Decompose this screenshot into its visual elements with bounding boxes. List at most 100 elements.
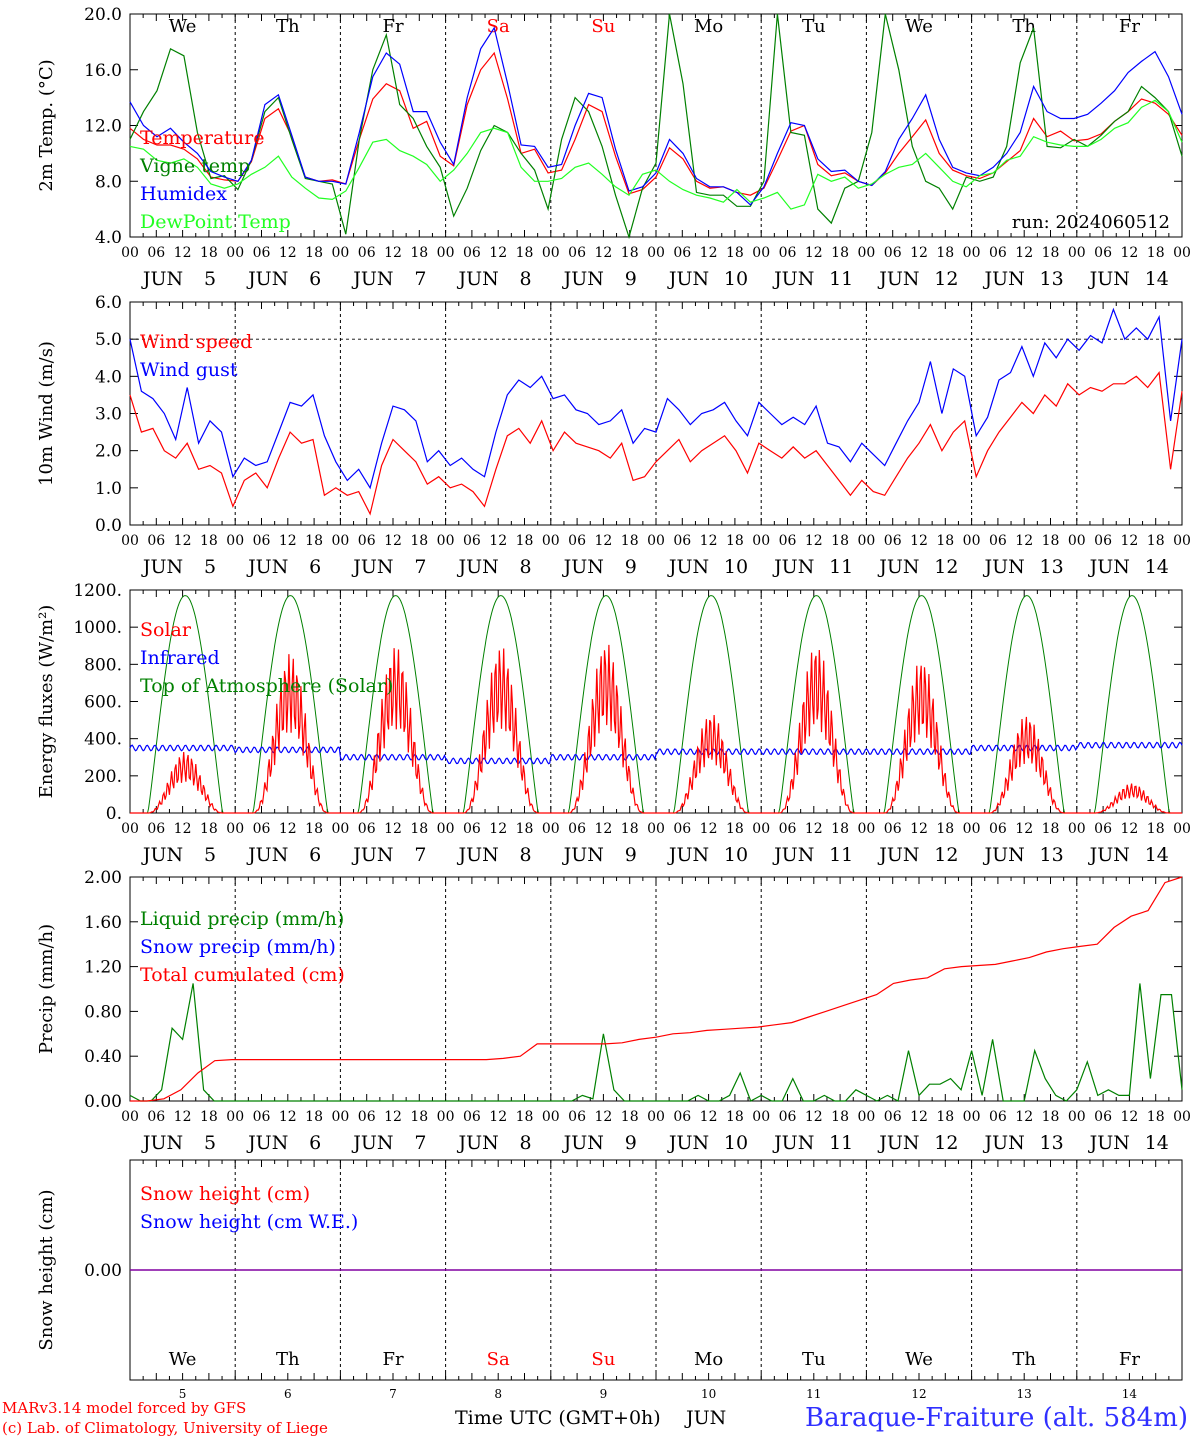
date-month-label: JUN: [667, 1132, 709, 1154]
hour-tick-label: 12: [489, 1109, 507, 1125]
hour-tick-label: 06: [147, 533, 165, 549]
legend-entry: Snow height (cm): [140, 1183, 310, 1205]
hour-tick-label: 12: [1120, 1109, 1138, 1125]
hour-tick-label: 06: [673, 1109, 691, 1125]
y-tick-label: 0.00: [84, 1261, 122, 1281]
hour-tick-label: 18: [410, 245, 428, 261]
weekday-label: We: [905, 1349, 933, 1370]
weekday-label: Th: [276, 1349, 300, 1370]
hour-tick-label: 18: [936, 1109, 954, 1125]
date-day-label: 10: [724, 556, 748, 578]
hour-tick-label: 06: [989, 821, 1007, 837]
date-month-label: JUN: [351, 556, 393, 578]
weekday-label: Th: [1012, 1349, 1036, 1370]
weekday-label: Tu: [802, 1349, 826, 1370]
hour-tick-label: 06: [989, 533, 1007, 549]
hour-tick-label: 00: [857, 1109, 875, 1125]
date-month-label: JUN: [246, 1132, 288, 1154]
day-number-label: 6: [284, 1387, 292, 1401]
hour-tick-label: 06: [884, 1109, 902, 1125]
hour-tick-label: 00: [647, 821, 665, 837]
weekday-label: Su: [591, 1349, 615, 1370]
y-tick-label: 1.20: [84, 958, 122, 978]
legend-entry: DewPoint Temp: [140, 211, 291, 233]
date-day-label: 12: [934, 844, 958, 866]
hour-tick-label: 00: [437, 821, 455, 837]
hour-tick-label: 12: [174, 533, 192, 549]
date-day-label: 9: [625, 556, 637, 578]
hour-tick-label: 18: [1042, 821, 1060, 837]
y-tick-label: 0.40: [84, 1047, 122, 1067]
date-day-label: 14: [1145, 556, 1169, 578]
date-day-label: 7: [414, 1132, 426, 1154]
hour-tick-label: 12: [174, 821, 192, 837]
y-tick-label: 12.0: [84, 117, 122, 137]
hour-tick-label: 12: [910, 1109, 928, 1125]
hour-tick-label: 12: [594, 1109, 612, 1125]
hour-tick-label: 00: [1068, 821, 1086, 837]
date-month-label: JUN: [456, 1132, 498, 1154]
date-day-label: 13: [1040, 844, 1064, 866]
date-month-label: JUN: [982, 556, 1024, 578]
series-line-humidex: [129, 26, 1183, 206]
hour-tick-label: 12: [700, 821, 718, 837]
date-day-label: 8: [520, 844, 532, 866]
hour-tick-label: 00: [1068, 533, 1086, 549]
hour-tick-label: 00: [226, 1109, 244, 1125]
panel-precip: 0.00 0.40 0.80 1.20 1.60 2.00 Precip (mm/h) 00 0…: [36, 868, 1191, 1154]
date-month-label: JUN: [351, 268, 393, 290]
hour-tick-label: 00: [963, 533, 981, 549]
hour-tick-label: 00: [1068, 1109, 1086, 1125]
hour-tick-label: 12: [1015, 245, 1033, 261]
hour-tick-label: 12: [279, 245, 297, 261]
hour-tick-label: 06: [358, 533, 376, 549]
hour-tick-label: 00: [121, 821, 139, 837]
date-month-label: JUN: [772, 844, 814, 866]
hour-tick-label: 06: [463, 1109, 481, 1125]
y-tick-label: 16.0: [84, 61, 122, 81]
hour-tick-label: 18: [410, 533, 428, 549]
y-tick-label: 600.: [84, 693, 122, 713]
hour-tick-label: 06: [1094, 533, 1112, 549]
y-tick-label: 8.0: [95, 172, 122, 192]
date-month-label: JUN: [351, 1132, 393, 1154]
date-month-label: JUN: [562, 1132, 604, 1154]
date-month-label: JUN: [1088, 556, 1130, 578]
date-day-label: 5: [204, 1132, 216, 1154]
hour-tick-label: 06: [253, 533, 271, 549]
hour-tick-label: 00: [437, 533, 455, 549]
hour-tick-label: 18: [1042, 245, 1060, 261]
date-day-label: 12: [934, 1132, 958, 1154]
hour-tick-label: 00: [1173, 245, 1191, 261]
hour-tick-label: 00: [857, 821, 875, 837]
hour-tick-label: 06: [1094, 1109, 1112, 1125]
hour-tick-label: 00: [647, 245, 665, 261]
date-month-label: JUN: [982, 268, 1024, 290]
weekday-label: Fr: [1119, 16, 1140, 37]
hour-tick-label: 18: [621, 245, 639, 261]
hour-tick-label: 18: [621, 533, 639, 549]
legend-entry: Total cumulated (cm): [140, 964, 345, 986]
hour-tick-label: 12: [174, 245, 192, 261]
weekday-label: Sa: [487, 16, 510, 37]
panel-snow: 0.00 Snow height (cm) We Th Fr Sa Su Mo Tu We Th Fr…: [36, 1159, 1183, 1381]
hour-tick-label: 12: [910, 821, 928, 837]
hour-tick-label: 18: [831, 533, 849, 549]
hour-tick-label: 06: [779, 245, 797, 261]
date-month-label: JUN: [667, 844, 709, 866]
hour-tick-label: 12: [279, 821, 297, 837]
hour-tick-label: 06: [463, 533, 481, 549]
y-tick-label: 5.0: [95, 330, 122, 350]
hour-tick-label: 12: [384, 245, 402, 261]
hour-tick-label: 18: [410, 821, 428, 837]
y-tick-label: 0.00: [84, 1092, 122, 1112]
hour-tick-label: 12: [1120, 245, 1138, 261]
y-axis-label: 10m Wind (m/s): [36, 341, 57, 486]
hour-tick-label: 00: [963, 1109, 981, 1125]
hour-tick-label: 12: [805, 533, 823, 549]
hour-tick-label: 12: [1120, 533, 1138, 549]
hour-tick-label: 00: [437, 245, 455, 261]
hour-tick-label: 18: [621, 1109, 639, 1125]
hour-tick-label: 12: [1120, 821, 1138, 837]
hour-tick-label: 06: [463, 245, 481, 261]
